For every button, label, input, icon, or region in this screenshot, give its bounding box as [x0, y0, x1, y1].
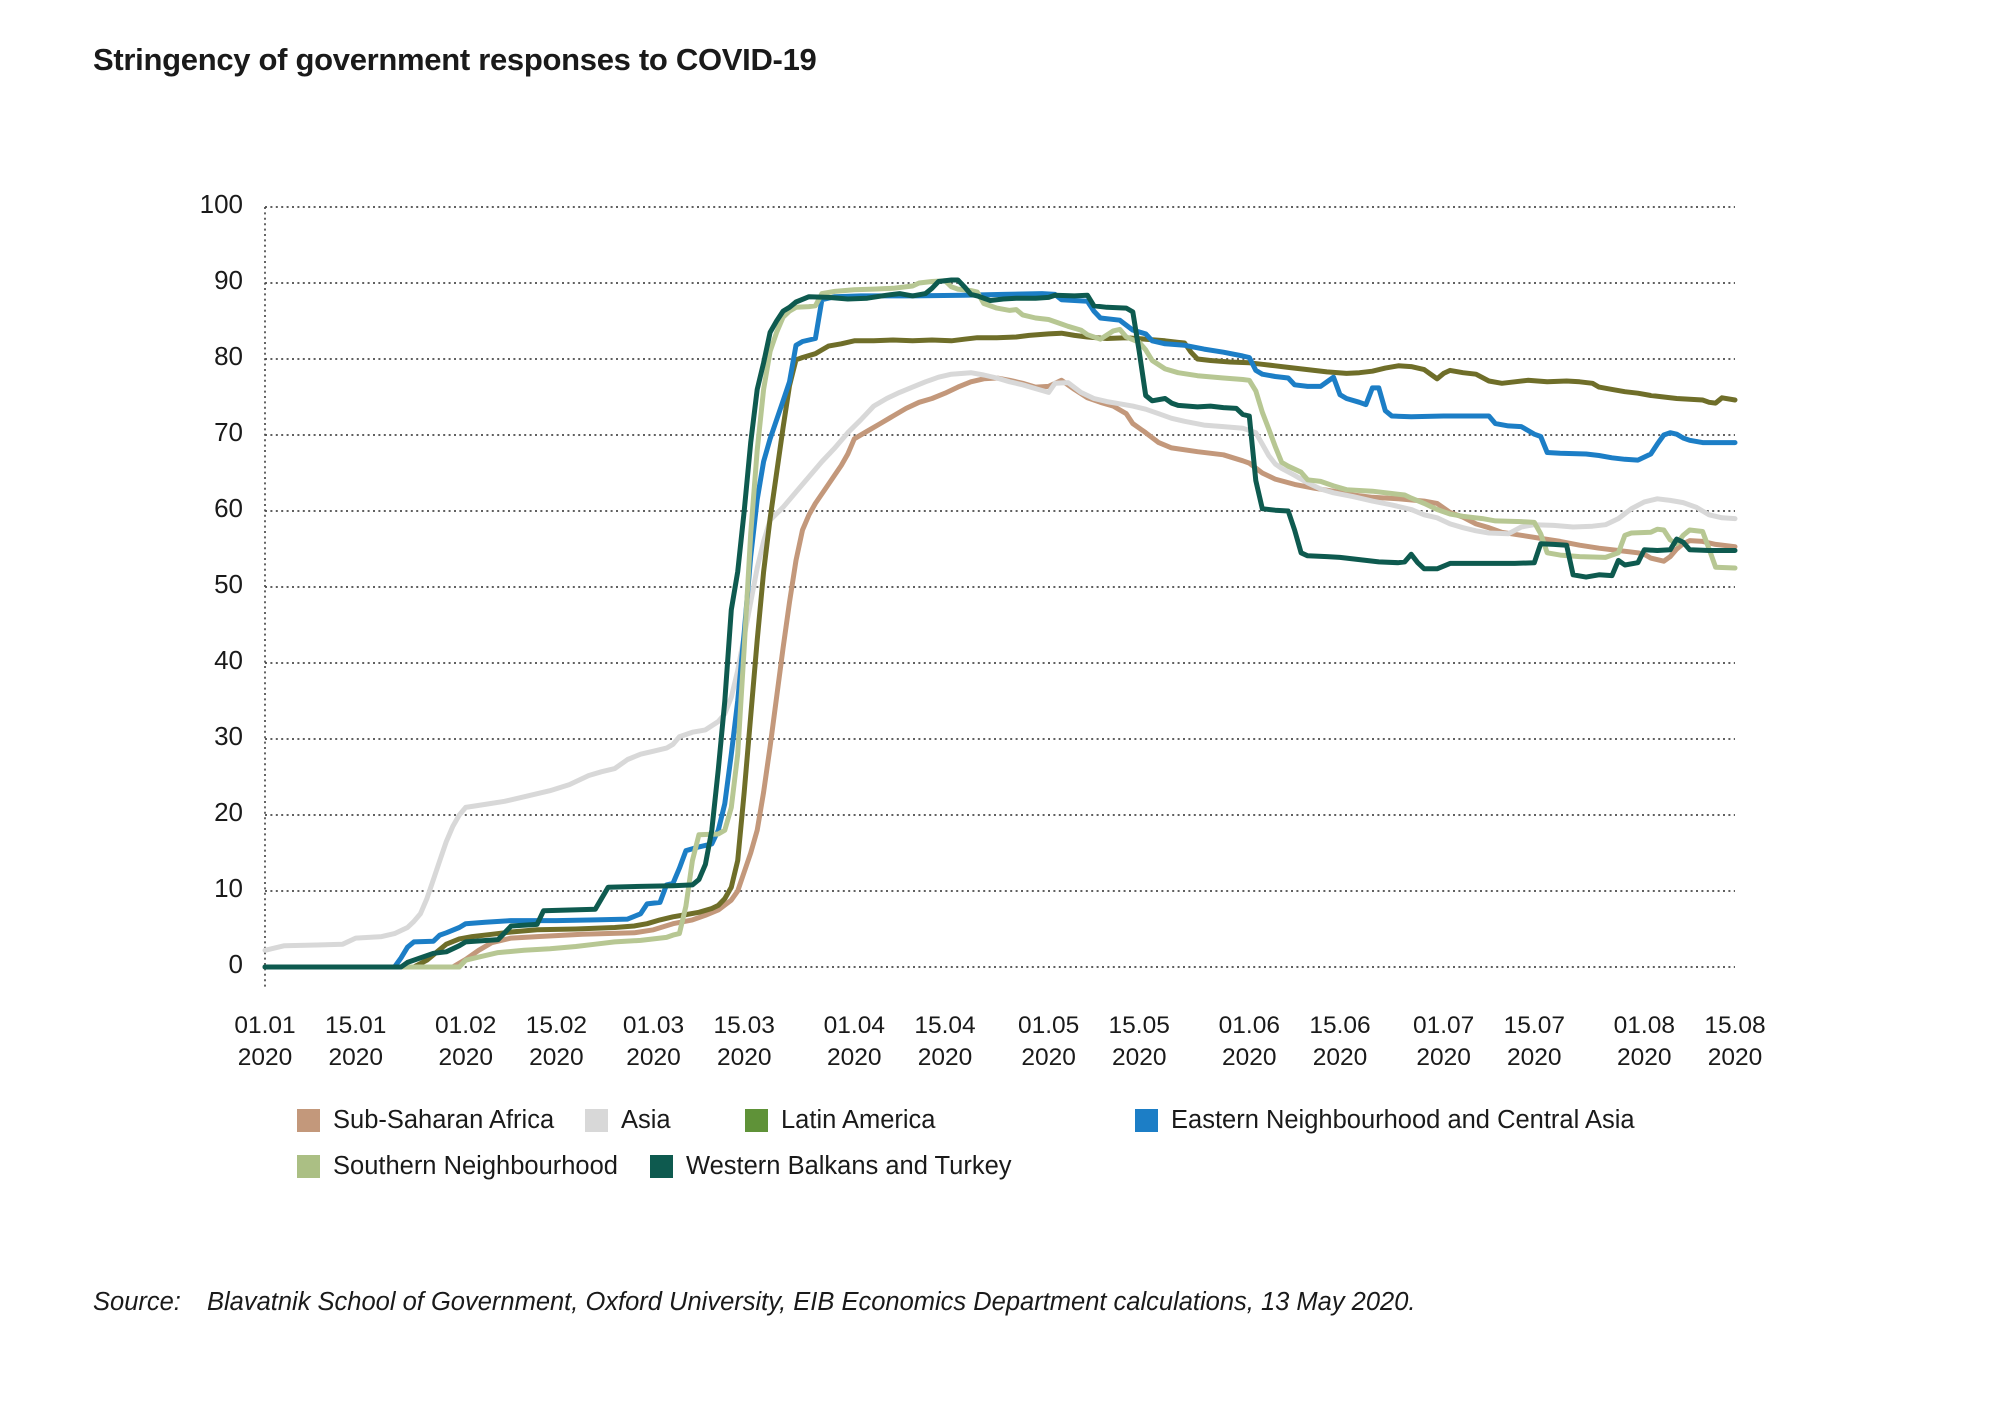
svg-text:15.07: 15.07 — [1504, 1012, 1565, 1039]
svg-text:2020: 2020 — [827, 1044, 882, 1071]
svg-text:01.01: 01.01 — [234, 1012, 295, 1039]
svg-text:2020: 2020 — [1507, 1044, 1562, 1071]
chart-title: Stringency of government responses to CO… — [93, 42, 817, 77]
legend-item-eastern-neighbourhood: Eastern Neighbourhood and Central Asia — [1135, 1106, 1635, 1135]
svg-text:2020: 2020 — [1708, 1044, 1763, 1071]
legend-item-southern-neighbourhood: Southern Neighbourhood — [297, 1152, 650, 1181]
svg-text:50: 50 — [214, 569, 243, 599]
series-line-sub-saharan-africa — [262, 375, 1738, 970]
legend-swatch-southern-neighbourhood — [297, 1155, 320, 1178]
legend-label-eastern-neighbourhood: Eastern Neighbourhood and Central Asia — [1171, 1106, 1635, 1134]
legend-label-asia: Asia — [621, 1106, 671, 1134]
svg-text:15.06: 15.06 — [1309, 1012, 1370, 1039]
series-line-southern-neighbourhood — [262, 278, 1738, 970]
legend-row-1: Sub-Saharan Africa Asia Latin America Ea… — [297, 1106, 1635, 1135]
svg-text:70: 70 — [214, 417, 243, 447]
svg-text:15.05: 15.05 — [1109, 1012, 1170, 1039]
legend-label-southern-neighbourhood: Southern Neighbourhood — [333, 1152, 618, 1180]
svg-text:2020: 2020 — [1313, 1044, 1368, 1071]
svg-text:40: 40 — [214, 645, 243, 675]
svg-text:01.07: 01.07 — [1413, 1012, 1474, 1039]
svg-text:20: 20 — [214, 797, 243, 827]
legend-item-latin-america: Latin America — [745, 1106, 1135, 1135]
svg-text:2020: 2020 — [626, 1044, 681, 1071]
legend-label-latin-america: Latin America — [781, 1106, 936, 1134]
svg-text:15.03: 15.03 — [714, 1012, 775, 1039]
svg-text:2020: 2020 — [529, 1044, 584, 1071]
legend-label-western-balkans: Western Balkans and Turkey — [686, 1152, 1012, 1180]
svg-text:30: 30 — [214, 721, 243, 751]
svg-text:2020: 2020 — [328, 1044, 383, 1071]
svg-text:100: 100 — [200, 189, 243, 219]
legend-swatch-latin-america — [745, 1109, 768, 1132]
series-line-eastern-neighbourhood-and-central-asia — [262, 291, 1738, 970]
svg-text:10: 10 — [214, 873, 243, 903]
svg-text:01.04: 01.04 — [824, 1012, 885, 1039]
svg-text:90: 90 — [214, 265, 243, 295]
legend-item-sub-saharan-africa: Sub-Saharan Africa — [297, 1106, 585, 1135]
svg-text:2020: 2020 — [1617, 1044, 1672, 1071]
chart-legend: Sub-Saharan Africa Asia Latin America Ea… — [297, 1106, 1635, 1181]
source-label: Source: — [93, 1288, 181, 1316]
series-line-asia — [262, 370, 1738, 953]
svg-text:0: 0 — [229, 949, 243, 979]
legend-label-sub-saharan-africa: Sub-Saharan Africa — [333, 1106, 555, 1134]
legend-item-western-balkans: Western Balkans and Turkey — [650, 1152, 1012, 1181]
svg-text:15.01: 15.01 — [325, 1012, 386, 1039]
legend-swatch-western-balkans — [650, 1155, 673, 1178]
svg-text:80: 80 — [214, 341, 243, 371]
gridlines — [264, 206, 1735, 990]
svg-text:2020: 2020 — [1112, 1044, 1167, 1071]
svg-text:15.04: 15.04 — [914, 1012, 975, 1039]
svg-text:2020: 2020 — [918, 1044, 973, 1071]
svg-text:01.08: 01.08 — [1614, 1012, 1675, 1039]
svg-text:2020: 2020 — [238, 1044, 293, 1071]
svg-text:2020: 2020 — [1222, 1044, 1277, 1071]
svg-text:01.06: 01.06 — [1219, 1012, 1280, 1039]
legend-swatch-eastern-neighbourhood — [1135, 1109, 1158, 1132]
legend-swatch-asia — [585, 1109, 608, 1132]
legend-item-asia: Asia — [585, 1106, 745, 1135]
series-lines — [262, 277, 1738, 970]
legend-swatch-sub-saharan-africa — [297, 1109, 320, 1132]
svg-text:2020: 2020 — [1021, 1044, 1076, 1071]
svg-text:01.02: 01.02 — [435, 1012, 496, 1039]
svg-text:01.05: 01.05 — [1018, 1012, 1079, 1039]
svg-text:15.02: 15.02 — [526, 1012, 587, 1039]
svg-text:60: 60 — [214, 493, 243, 523]
source-row: Source: Blavatnik School of Government, O… — [93, 1288, 1416, 1317]
series-line-western-balkans-and-turkey — [262, 277, 1738, 970]
svg-text:2020: 2020 — [1416, 1044, 1471, 1071]
x-axis-tick-labels: 01.01 2020 15.01 2020 01.02 2020 15.02 2020 01.0… — [234, 1012, 1765, 1071]
legend-row-2: Southern Neighbourhood Western Balkans a… — [297, 1152, 1635, 1181]
svg-text:2020: 2020 — [438, 1044, 493, 1071]
y-axis-tick-labels: 0 10 20 30 40 50 60 70 80 90 100 — [200, 189, 243, 979]
svg-text:2020: 2020 — [717, 1044, 772, 1071]
source-text: Blavatnik School of Government, Oxford U… — [207, 1288, 1416, 1316]
svg-text:15.08: 15.08 — [1704, 1012, 1765, 1039]
svg-text:01.03: 01.03 — [623, 1012, 684, 1039]
